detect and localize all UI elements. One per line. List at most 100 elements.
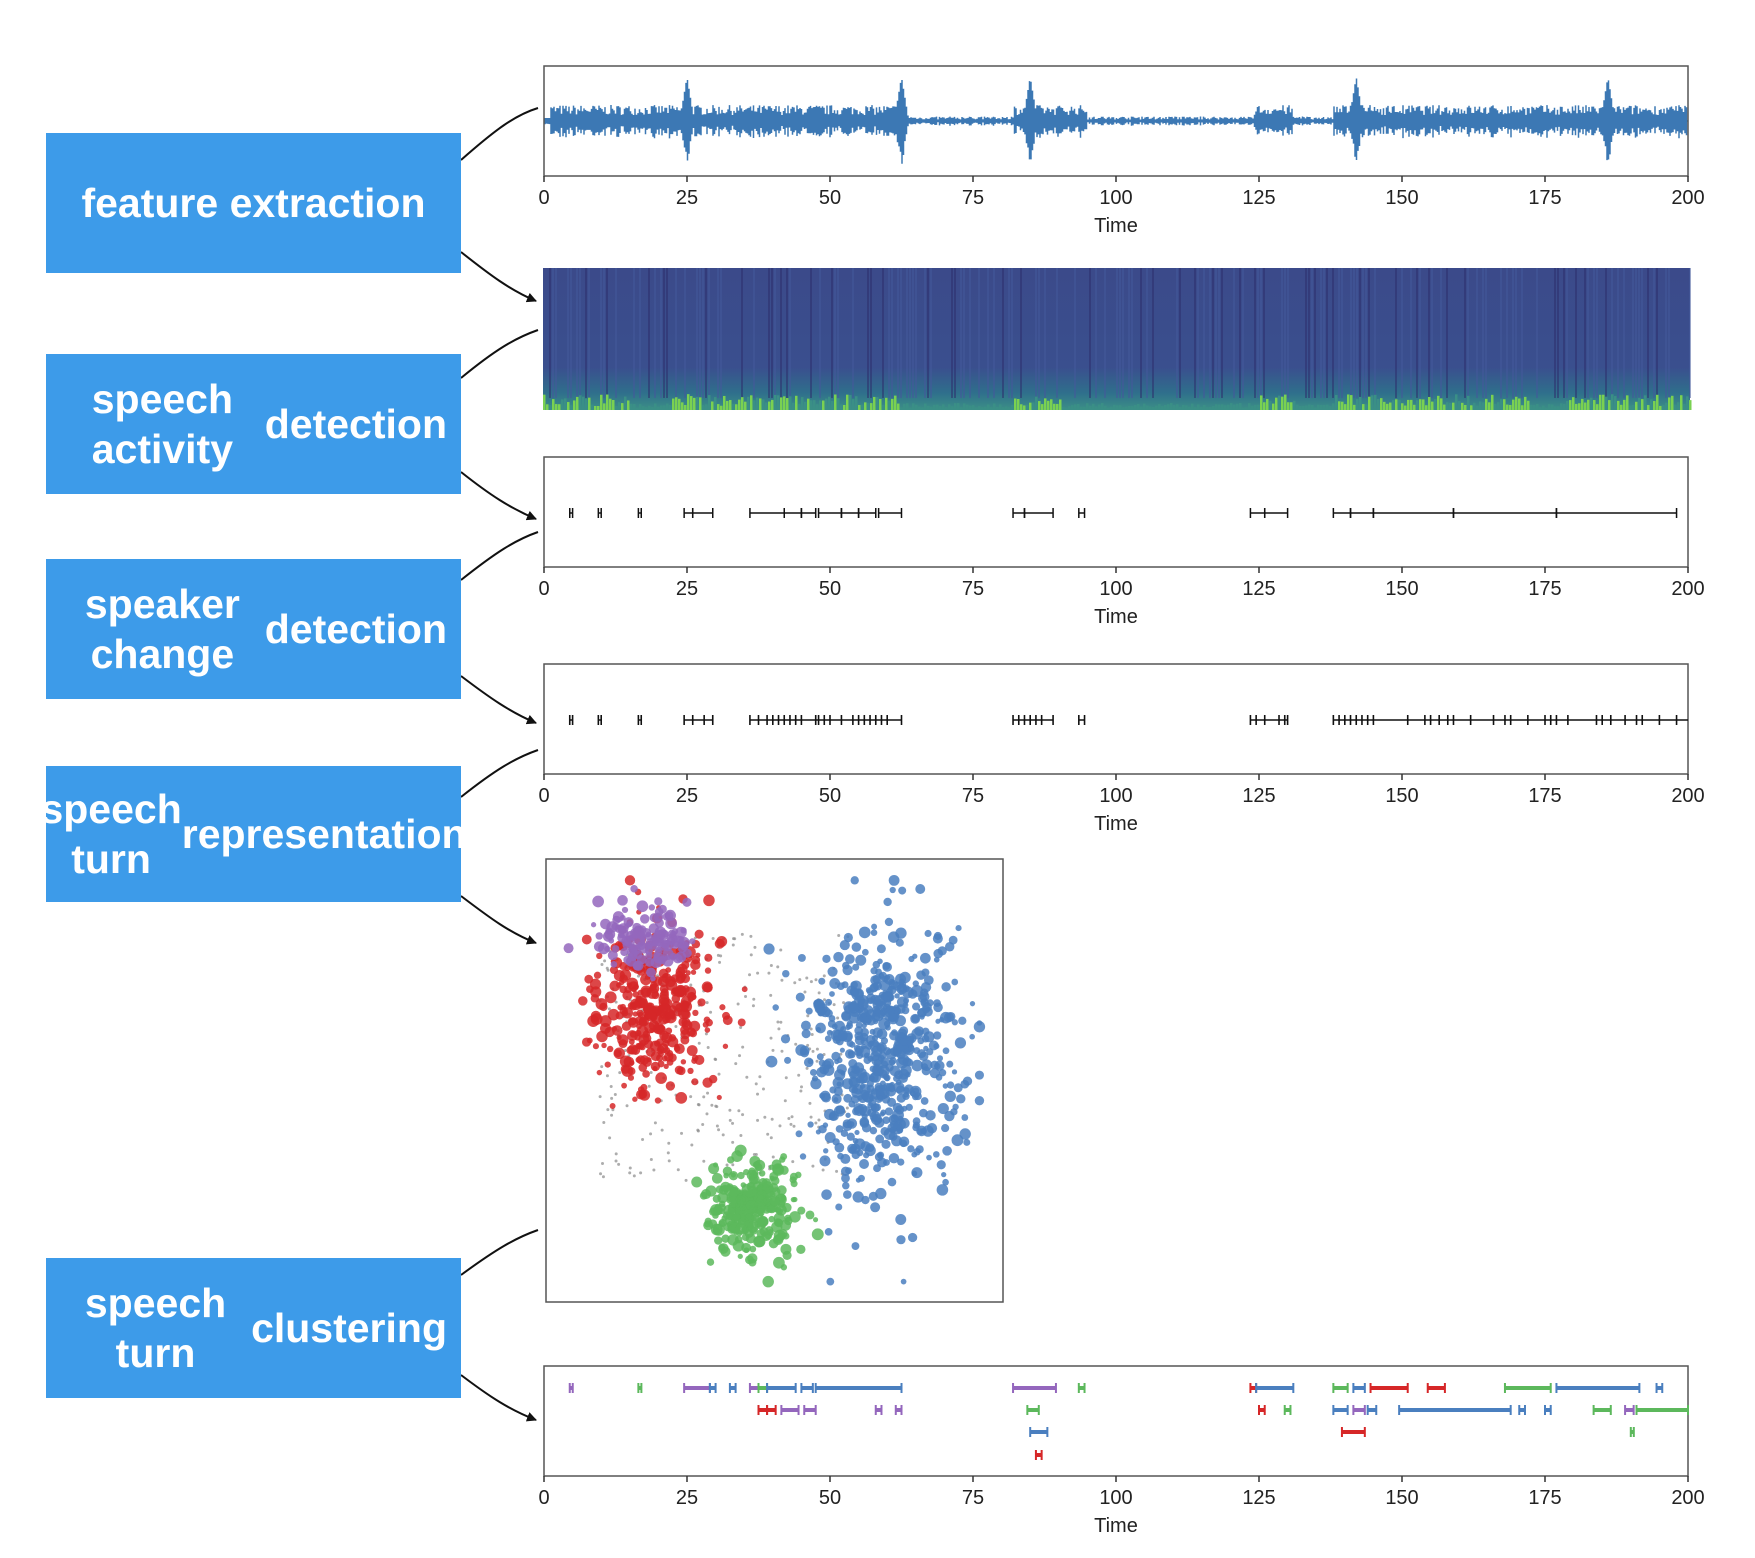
embedding-point-grey [649, 1070, 653, 1074]
embedding-point-red [607, 1008, 620, 1021]
spectrogram-column [1617, 268, 1619, 398]
embedding-point-red [639, 1039, 646, 1047]
spectrogram-low-band [996, 406, 999, 410]
embedding-point-grey [636, 974, 640, 978]
embedding-point-blue [912, 980, 919, 987]
embedding-point-grey [689, 983, 693, 987]
embedding-point-blue [826, 1029, 833, 1036]
spectrogram-low-band [729, 400, 732, 410]
embedding-point-red [638, 1063, 648, 1072]
embedding-point-blue [959, 1128, 971, 1140]
spectrogram-low-band [1230, 403, 1233, 410]
spectrogram-low-band [669, 404, 672, 410]
spectrogram-low-band [846, 394, 849, 410]
spectrogram-low-band [612, 399, 615, 410]
spectrogram-column [789, 268, 791, 398]
embedding-point-green [772, 1234, 784, 1246]
spectrogram-low-band [1404, 405, 1407, 410]
embedding-point-green [712, 1223, 725, 1236]
spectrogram-column [552, 268, 554, 398]
spectrogram-column [1035, 268, 1037, 398]
embedding-point-grey [805, 1066, 809, 1070]
spectrogram-column [1563, 268, 1565, 398]
embedding-point-grey [800, 1085, 804, 1089]
embedding-point-grey [739, 1025, 743, 1029]
spectrogram-low-band [1671, 395, 1674, 410]
embedding-point-green [756, 1189, 767, 1200]
embedding-point-grey [649, 1132, 653, 1136]
spectrogram-low-band [759, 398, 762, 410]
embedding-point-green [771, 1221, 783, 1233]
spectrogram-column [717, 268, 719, 398]
embedding-point-red [692, 1009, 699, 1017]
embedding-point-grey [706, 1091, 710, 1095]
spectrogram-column [1476, 268, 1478, 398]
embedding-point-purple [689, 938, 696, 945]
embedding-point-blue [939, 1017, 945, 1023]
embedding-point-green [743, 1169, 750, 1176]
embedding-point-blue [839, 940, 850, 951]
embedding-point-blue [800, 1020, 811, 1031]
spectrogram-column [1089, 268, 1091, 398]
embedding-point-grey [745, 1075, 749, 1079]
embedding-point-red [704, 953, 713, 962]
embedding-point-red [690, 969, 697, 975]
embedding-point-blue [862, 1091, 874, 1103]
embedding-point-purple [665, 917, 678, 930]
spectrogram-low-band [1488, 402, 1491, 410]
connector-representation-in [460, 749, 539, 798]
embedding-point-grey [753, 945, 757, 949]
spectrogram-low-band [966, 404, 969, 410]
embedding-point-red [604, 1061, 611, 1068]
embedding-point-red [679, 1000, 690, 1011]
embedding-point-blue [923, 975, 934, 985]
embedding-point-grey [817, 991, 821, 995]
spectrogram-low-band [1674, 404, 1677, 410]
x-axis-label: Time [1094, 813, 1138, 835]
embedding-point-blue [933, 931, 942, 940]
embedding-point-grey [767, 971, 771, 975]
embedding-point-purple [658, 904, 667, 914]
spectrogram-low-band [663, 405, 666, 410]
embedding-point-blue [822, 954, 831, 964]
embedding-point-grey [756, 971, 760, 975]
spectrogram-low-band [1455, 394, 1458, 410]
embedding-point-blue [849, 1041, 856, 1048]
embedding-point-red [704, 967, 712, 974]
embedding-point-blue [845, 1112, 851, 1118]
spectrogram-low-band [702, 405, 705, 410]
spectrogram-column [648, 268, 650, 398]
embedding-point-grey [776, 965, 780, 969]
embedding-point-blue [797, 953, 806, 962]
spectrogram-low-band [1407, 399, 1410, 410]
spectrogram-low-band [1083, 406, 1086, 410]
embedding-point-grey [787, 1117, 791, 1121]
spectrogram-low-band [1662, 404, 1665, 410]
spectrogram-low-band [1590, 397, 1593, 410]
spectrogram-column [1116, 268, 1118, 398]
spectrogram-low-band [1161, 406, 1164, 410]
embedding-point-green [735, 1223, 747, 1235]
embedding-point-blue [869, 983, 879, 993]
embedding-point-blue [805, 1007, 813, 1015]
embedding-point-grey [660, 1128, 664, 1132]
spectrogram-low-band [921, 407, 924, 410]
spectrogram-low-band [999, 404, 1002, 410]
embedding-point-grey [734, 1062, 738, 1066]
embedding-point-green [735, 1194, 746, 1205]
embedding-point-blue [952, 1103, 959, 1111]
spectrogram-low-band [972, 405, 975, 410]
spectrogram-column [1350, 268, 1352, 398]
spectrogram-low-band [699, 397, 702, 410]
spectrogram-column [1353, 268, 1355, 398]
spectrogram-column [660, 268, 662, 398]
spectrogram-low-band [780, 397, 783, 410]
embedding-point-blue [932, 1151, 940, 1158]
spectrogram-column [1635, 268, 1637, 398]
spectrogram-low-band [1113, 404, 1116, 410]
embedding-point-blue [863, 1056, 872, 1065]
spectrogram-column [1263, 268, 1265, 398]
embedding-point-grey [614, 1152, 618, 1156]
embedding-point-grey [769, 1136, 773, 1140]
spectrogram-low-band [1458, 401, 1461, 410]
